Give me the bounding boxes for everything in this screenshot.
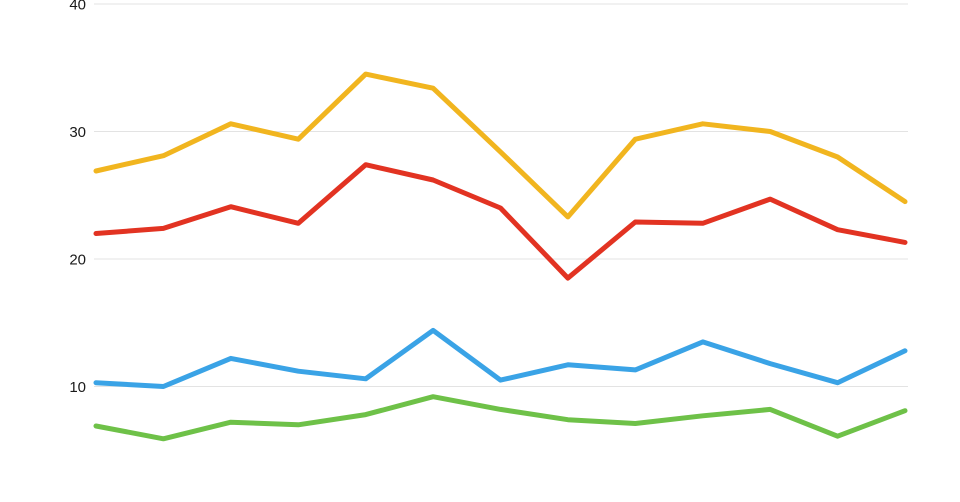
y-tick-label-10: 10	[69, 379, 86, 396]
line-series-blue	[93, 327, 908, 389]
line-series-yellow	[93, 71, 908, 220]
y-tick-label-40: 40	[69, 0, 86, 14]
line-series-green	[93, 394, 908, 442]
y-tick-label-30: 30	[69, 124, 86, 141]
line-series-red	[93, 162, 908, 281]
y-tick-label-20: 20	[69, 252, 86, 269]
